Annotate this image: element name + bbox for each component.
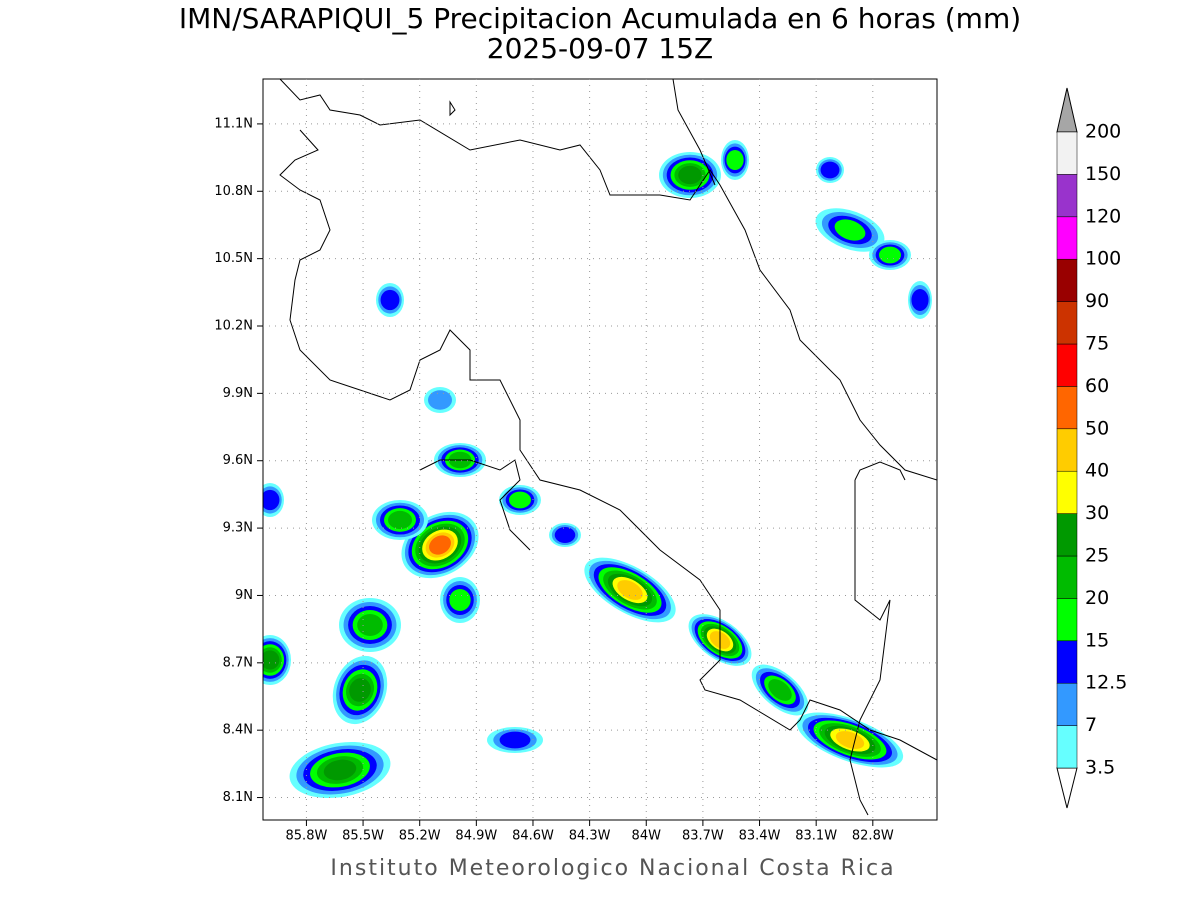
colorbar-band	[1056, 174, 1078, 218]
y-tick-label: 10.5N	[214, 251, 253, 266]
precipitation-field	[263, 140, 932, 799]
coastline	[419, 459, 531, 551]
footer: Instituto Meteorologico Nacional Costa R…	[330, 856, 895, 881]
x-tick-label: 85.5W	[342, 829, 384, 844]
x-tick-label: 84W	[632, 829, 662, 844]
colorbar-label: 50	[1085, 417, 1109, 439]
x-tick-label: 84.6W	[512, 829, 554, 844]
precip-contour	[835, 731, 865, 749]
colorbar-label: 3.5	[1085, 757, 1115, 779]
x-tick-label: 84.3W	[569, 829, 611, 844]
y-tick-label: 11.1N	[214, 116, 253, 131]
colorbar-band	[1056, 428, 1078, 472]
y-tick-label: 9N	[235, 588, 253, 603]
precip-contour	[509, 491, 531, 509]
precip-contour	[357, 614, 383, 636]
precip-contour	[449, 589, 471, 611]
precip-contour	[726, 150, 744, 170]
title: IMN/SARAPIQUI_5 Precipitacion Acumulada …	[179, 2, 1021, 35]
colorbar-band	[1056, 725, 1078, 769]
coastline	[279, 79, 937, 481]
x-tick-label: 83.7W	[682, 829, 724, 844]
precip-contour	[263, 650, 280, 670]
coastlines	[279, 79, 937, 816]
x-tick-label: 82.8W	[852, 829, 894, 844]
border	[849, 461, 906, 816]
colorbar-band	[1056, 216, 1078, 260]
x-tick-label: 84.9W	[455, 829, 497, 844]
y-tick-label: 8.7N	[223, 655, 253, 670]
colorbar-below	[1056, 767, 1078, 809]
precip-contour	[380, 289, 400, 311]
colorbar-label: 75	[1085, 333, 1109, 355]
colorbar-band	[1056, 470, 1078, 514]
y-tick-label: 9.6N	[223, 453, 253, 468]
precip-contour	[263, 489, 280, 511]
colorbar-band	[1056, 343, 1078, 387]
x-tick-label: 85.8W	[286, 829, 328, 844]
colorbar-band	[1056, 555, 1078, 599]
map-frame	[262, 78, 938, 821]
subtitle: 2025-09-07 15Z	[487, 32, 713, 65]
colorbar-band	[1056, 131, 1078, 175]
colorbar-label: 90	[1085, 290, 1109, 312]
precip-contour	[428, 390, 452, 410]
precip-contour	[349, 678, 371, 702]
colorbar-label: 30	[1085, 502, 1109, 524]
y-tick-label: 9.3N	[223, 521, 253, 536]
coastline	[279, 129, 937, 761]
precip-contour	[911, 289, 929, 311]
colorbar-label: 200	[1085, 121, 1121, 143]
colorbar-label: 40	[1085, 460, 1109, 482]
precip-contour	[323, 759, 357, 781]
colorbar-label: 150	[1085, 163, 1121, 185]
colorbar-band	[1056, 258, 1078, 302]
colorbar-above	[1056, 87, 1078, 133]
precip-contour	[820, 161, 840, 179]
precip-contour	[429, 535, 451, 555]
colorbar: 3.5 7 12.5 15 20 25 30 40 50 60 75 90 100 120 150 200	[1056, 87, 1127, 809]
y-tick-label: 10.2N	[214, 319, 253, 334]
island	[449, 100, 456, 117]
colorbar-label: 120	[1085, 205, 1121, 227]
precip-contour	[678, 165, 702, 185]
colorbar-label: 20	[1085, 587, 1109, 609]
precip-contour	[499, 731, 531, 749]
precip-contour	[834, 219, 866, 241]
colorbar-label: 100	[1085, 248, 1121, 270]
colorbar-band	[1056, 682, 1078, 726]
colorbar-label: 12.5	[1085, 672, 1127, 694]
y-tick-label: 8.4N	[223, 723, 253, 738]
precip-contour	[879, 246, 901, 264]
x-tick-label: 85.2W	[399, 829, 441, 844]
precip-contour	[768, 679, 792, 701]
colorbar-band	[1056, 301, 1078, 345]
precip-contour	[554, 527, 576, 543]
colorbar-band	[1056, 386, 1078, 430]
coastline	[672, 79, 716, 186]
y-tick-label: 10.8N	[214, 184, 253, 199]
x-tick-label: 83.1W	[795, 829, 837, 844]
colorbar-label: 25	[1085, 545, 1109, 567]
x-tick-label: 83.4W	[739, 829, 781, 844]
y-tick-label: 8.1N	[223, 790, 253, 805]
colorbar-label: 60	[1085, 375, 1109, 397]
colorbar-label: 15	[1085, 629, 1109, 651]
colorbar-band	[1056, 513, 1078, 557]
colorbar-band	[1056, 598, 1078, 642]
y-tick-label: 9.9N	[223, 386, 253, 401]
precip-contour	[388, 510, 412, 530]
colorbar-label: 7	[1085, 714, 1097, 736]
colorbar-band	[1056, 640, 1078, 684]
